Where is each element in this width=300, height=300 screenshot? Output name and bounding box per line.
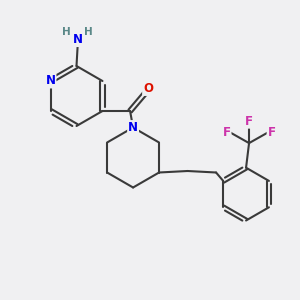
Text: F: F (268, 126, 276, 139)
Text: H: H (84, 27, 93, 37)
Text: N: N (128, 121, 138, 134)
Text: N: N (46, 74, 56, 88)
Text: F: F (223, 126, 231, 139)
Text: N: N (73, 33, 83, 46)
Text: O: O (143, 82, 153, 95)
Text: H: H (62, 27, 71, 37)
Text: F: F (245, 115, 253, 128)
